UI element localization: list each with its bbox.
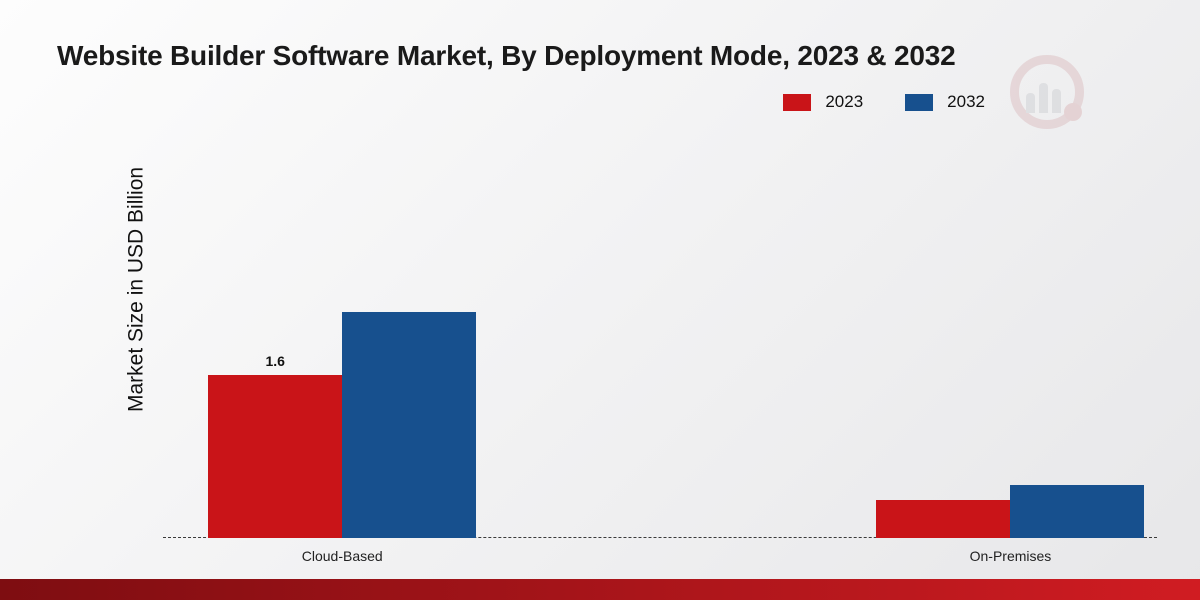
- page-title: Website Builder Software Market, By Depl…: [57, 40, 956, 71]
- legend-label-2032: 2032: [947, 92, 985, 111]
- category-label-on-premises: On-Premises: [969, 548, 1052, 564]
- legend-label-2023: 2023: [825, 92, 864, 111]
- company-logo-watermark-icon: [1004, 55, 1084, 129]
- legend-item-2032: 2032: [905, 92, 985, 112]
- bar-2032-on-premises: [1010, 485, 1145, 538]
- plot-area: Cloud-Based On-Premises 1.6: [163, 283, 1157, 564]
- bar-value-label: 1.6: [265, 352, 285, 369]
- watermark-bar: [1026, 93, 1035, 113]
- legend-item-2023: 2023: [783, 92, 863, 112]
- footer-accent-strip: [0, 579, 1200, 600]
- chart-legend: 2023 2032: [783, 92, 985, 112]
- bar-2032-cloud-based: [342, 312, 477, 538]
- bar-2023-on-premises: [876, 500, 1011, 538]
- watermark-bar: [1052, 89, 1061, 113]
- legend-swatch-2032-icon: [905, 93, 934, 111]
- x-axis-baseline: [163, 537, 1157, 538]
- watermark-dot: [1064, 103, 1082, 121]
- y-axis-label: Market Size in USD Billion: [124, 166, 148, 412]
- bar-2023-cloud-based: [208, 375, 343, 538]
- category-label-cloud-based: Cloud-Based: [301, 548, 383, 564]
- legend-swatch-2023-icon: [783, 93, 812, 111]
- watermark-bar: [1039, 83, 1048, 113]
- watermark-circle: [1010, 55, 1084, 129]
